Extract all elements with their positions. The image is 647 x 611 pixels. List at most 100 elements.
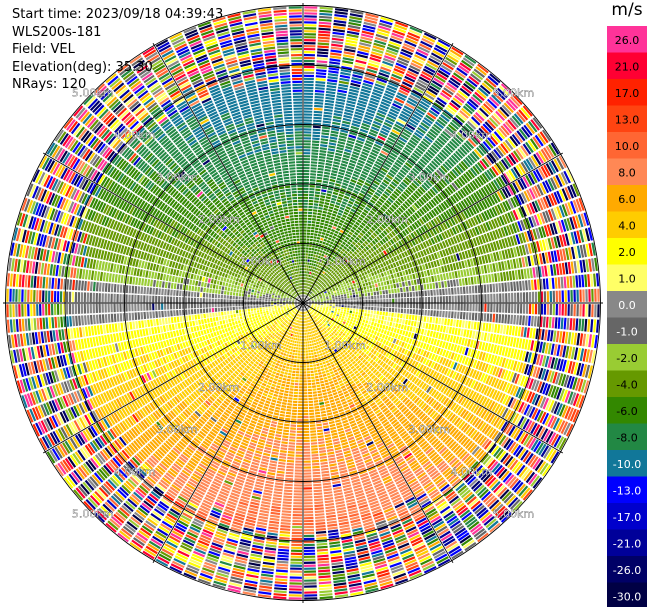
ppi-gate [381, 273, 384, 277]
ppi-gate [326, 215, 331, 218]
ppi-gate [308, 209, 312, 212]
ppi-gate [336, 202, 341, 206]
ppi-gate [293, 96, 302, 98]
ppi-gate [293, 254, 296, 257]
ppi-gate [301, 250, 303, 252]
ppi-gate [363, 283, 366, 286]
ppi-gate [407, 275, 410, 280]
ppi-gate [329, 294, 331, 296]
ppi-gate [303, 235, 306, 237]
ppi-gate [273, 109, 282, 112]
ppi-gate [298, 191, 303, 193]
ppi-gate [276, 37, 288, 40]
ppi-gate [505, 293, 507, 302]
ppi-gate [300, 232, 303, 234]
ppi-gate [343, 246, 347, 250]
ppi-gate [312, 245, 315, 248]
ppi-gate [280, 189, 285, 192]
ppi-gate [303, 224, 307, 226]
ppi-gate [514, 293, 516, 303]
ppi-gate [503, 272, 506, 281]
ppi-gate [258, 239, 262, 243]
ppi-gate [288, 261, 291, 264]
ppi-gate [328, 76, 338, 79]
ppi-gate [403, 287, 406, 292]
ppi-gate [321, 135, 329, 138]
ppi-gate [337, 199, 342, 203]
ppi-gate [288, 230, 292, 233]
ppi-gate [312, 302, 314, 303]
ppi-gate [304, 6, 317, 9]
ppi-gate [298, 197, 303, 199]
ppi-gate [444, 265, 448, 272]
ppi-gate [316, 180, 322, 183]
ppi-gate [443, 296, 445, 302]
ppi-gate [333, 211, 338, 215]
ppi-gate [284, 177, 290, 180]
ppi-gate [289, 21, 302, 24]
ppi-gate [328, 209, 333, 212]
ppi-gate [559, 291, 561, 303]
ppi-gate [298, 250, 301, 252]
ppi-gate [304, 42, 316, 45]
ppi-gate [303, 221, 307, 223]
ppi-gate [353, 295, 355, 298]
ppi-gate [320, 198, 325, 201]
ppi-gate [295, 143, 302, 145]
ppi-gate [291, 51, 302, 54]
ppi-gate [365, 300, 367, 303]
ppi-gate [314, 111, 323, 114]
ppi-gate [283, 257, 286, 260]
ppi-gate [342, 270, 345, 273]
ppi-gate [285, 189, 290, 192]
ppi-gate [294, 116, 302, 118]
ppi-gate [286, 132, 294, 135]
ppi-gate [409, 274, 412, 279]
ppi-gate [279, 226, 283, 229]
ppi-gate [265, 249, 269, 252]
ppi-gate [281, 232, 285, 235]
ppi-gate [290, 218, 294, 221]
ppi-gate [303, 227, 306, 229]
ppi-gate [303, 212, 307, 214]
ppi-gate [357, 300, 359, 303]
ppi-gate [360, 277, 363, 281]
ppi-gate [291, 245, 294, 248]
ppi-gate [578, 275, 581, 287]
ppi-gate [291, 45, 303, 47]
ppi-gate [287, 140, 294, 143]
ppi-gate [304, 176, 310, 178]
ppi-gate [412, 274, 415, 280]
ppi-gate [275, 166, 282, 169]
ppi-gate [295, 146, 302, 148]
ppi-gate [291, 185, 296, 188]
ppi-gate [277, 233, 281, 236]
ppi-gate [328, 237, 332, 240]
ppi-gate [274, 10, 287, 13]
ppi-gate [316, 69, 327, 72]
ppi-gate [304, 131, 312, 133]
ppi-gate [275, 196, 280, 199]
ppi-gate [282, 238, 285, 241]
ppi-gate [281, 195, 286, 198]
ppi-gate [296, 257, 298, 259]
ppi-gate [296, 149, 303, 151]
ppi-gate [406, 263, 410, 268]
ppi-gate [310, 185, 315, 188]
ppi-gate [304, 33, 316, 36]
ppi-gate [261, 248, 265, 252]
ppi-gate [312, 260, 314, 263]
ppi-gate [495, 283, 498, 292]
ppi-gate [549, 278, 552, 289]
ppi-gate [282, 260, 285, 263]
ppi-gate [265, 52, 276, 56]
ppi-gate [316, 240, 319, 243]
ppi-gate [304, 78, 314, 80]
ppi-gate [269, 233, 273, 236]
ppi-gate [304, 286, 305, 288]
ppi-gate [330, 50, 342, 54]
ppi-gate [354, 301, 356, 303]
ppi-gate [304, 39, 316, 42]
ppi-gate [304, 116, 312, 118]
ppi-gate [282, 93, 292, 96]
